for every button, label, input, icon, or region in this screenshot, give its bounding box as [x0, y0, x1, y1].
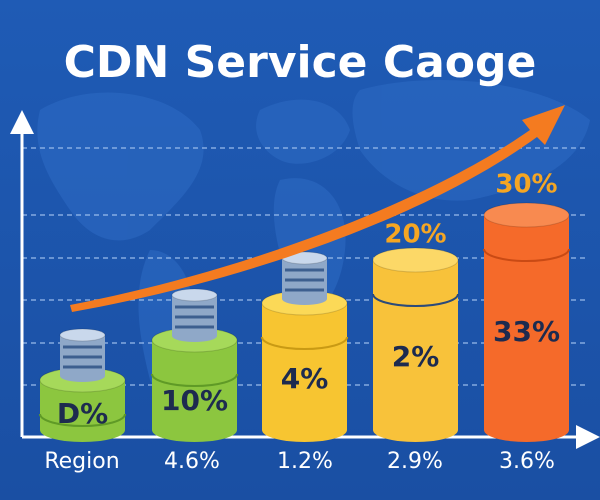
- x-label: 3.6%: [499, 449, 555, 474]
- top-label: 30%: [495, 170, 557, 200]
- column: D%: [39, 328, 126, 442]
- cylinder-band: [372, 293, 459, 307]
- columns: D% 10% 4% 2% 20% 33% 30%: [39, 170, 570, 442]
- column: 4%: [261, 251, 348, 442]
- title: CDN Service Caoge: [64, 37, 537, 88]
- column-label: 33%: [493, 315, 560, 348]
- column: 2% 20%: [372, 220, 459, 442]
- cylinder-band: [151, 373, 238, 387]
- cylinder-body: [484, 215, 569, 430]
- column-label: 10%: [161, 384, 228, 417]
- cylinder-band: [261, 336, 348, 350]
- cylinder-band: [39, 413, 126, 427]
- cylinder-top: [59, 328, 106, 342]
- cylinder-band: [483, 248, 570, 262]
- column: 33% 30%: [483, 170, 570, 442]
- cylinder-top: [483, 202, 570, 228]
- x-label: 4.6%: [164, 449, 220, 474]
- cylinder-body: [262, 303, 347, 430]
- x-label: 2.9%: [387, 449, 443, 474]
- x-label: 1.2%: [277, 449, 333, 474]
- column-label: D%: [57, 397, 108, 430]
- cylinder-top: [372, 247, 459, 273]
- cylinder-top: [171, 288, 218, 302]
- cylinder-body: [373, 260, 458, 430]
- column: 10%: [151, 288, 238, 442]
- top-label: 20%: [384, 220, 446, 250]
- column-label: 2%: [392, 340, 440, 373]
- column-label: 4%: [281, 362, 329, 395]
- x-label: Region: [44, 449, 119, 474]
